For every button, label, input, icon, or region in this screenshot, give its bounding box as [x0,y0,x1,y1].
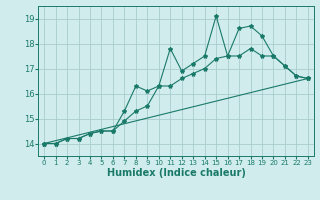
X-axis label: Humidex (Indice chaleur): Humidex (Indice chaleur) [107,168,245,178]
